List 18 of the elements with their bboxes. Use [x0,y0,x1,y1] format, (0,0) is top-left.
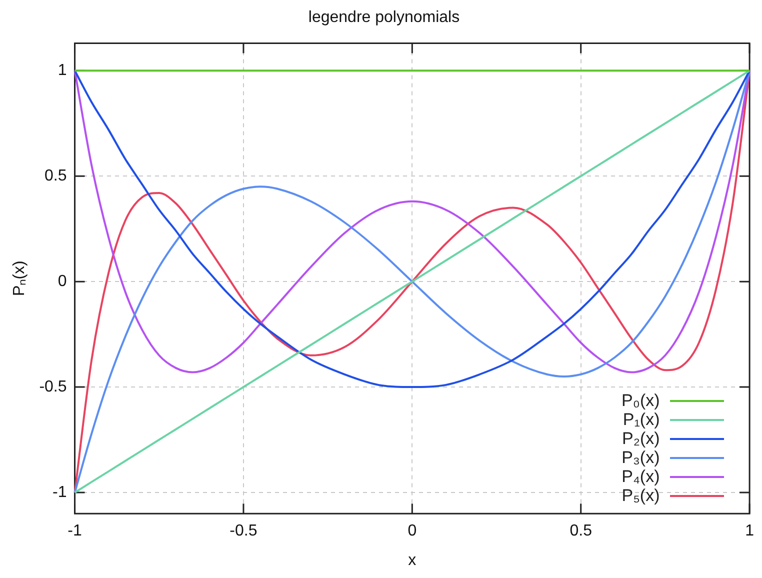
chart-title: legendre polynomials [308,9,460,26]
y-tick-label: 0.5 [44,168,67,184]
x-tick-label: 0.5 [570,522,592,540]
y-tick-label: 1 [58,62,67,80]
legend-label: P₁(x) [622,410,660,430]
y-tick-label: -0.5 [39,378,67,396]
legend-label: P₅(x) [622,486,660,506]
legend-label: P₄(x) [622,467,660,488]
y-tick-label: 0 [58,272,67,290]
y-axis-title: Pₙ(x) [11,260,28,296]
x-tick-label: 0 [408,522,417,540]
x-axis-title: x [408,552,416,569]
x-tick-label: 1 [745,522,754,540]
x-tick-label: -0.5 [230,522,258,540]
legend-label: P₀(x) [622,391,660,412]
legend-label: P₃(x) [622,448,660,468]
y-tick-label: -1 [52,484,67,501]
legend-label: P₂(x) [622,429,660,450]
